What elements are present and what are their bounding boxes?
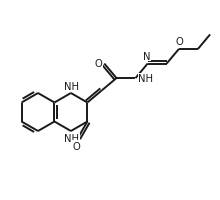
Text: NH: NH (64, 133, 79, 143)
Text: O: O (175, 37, 183, 47)
Text: NH: NH (138, 74, 154, 84)
Text: O: O (73, 141, 81, 151)
Text: O: O (95, 58, 102, 68)
Text: NH: NH (64, 82, 79, 92)
Text: N: N (143, 51, 150, 61)
